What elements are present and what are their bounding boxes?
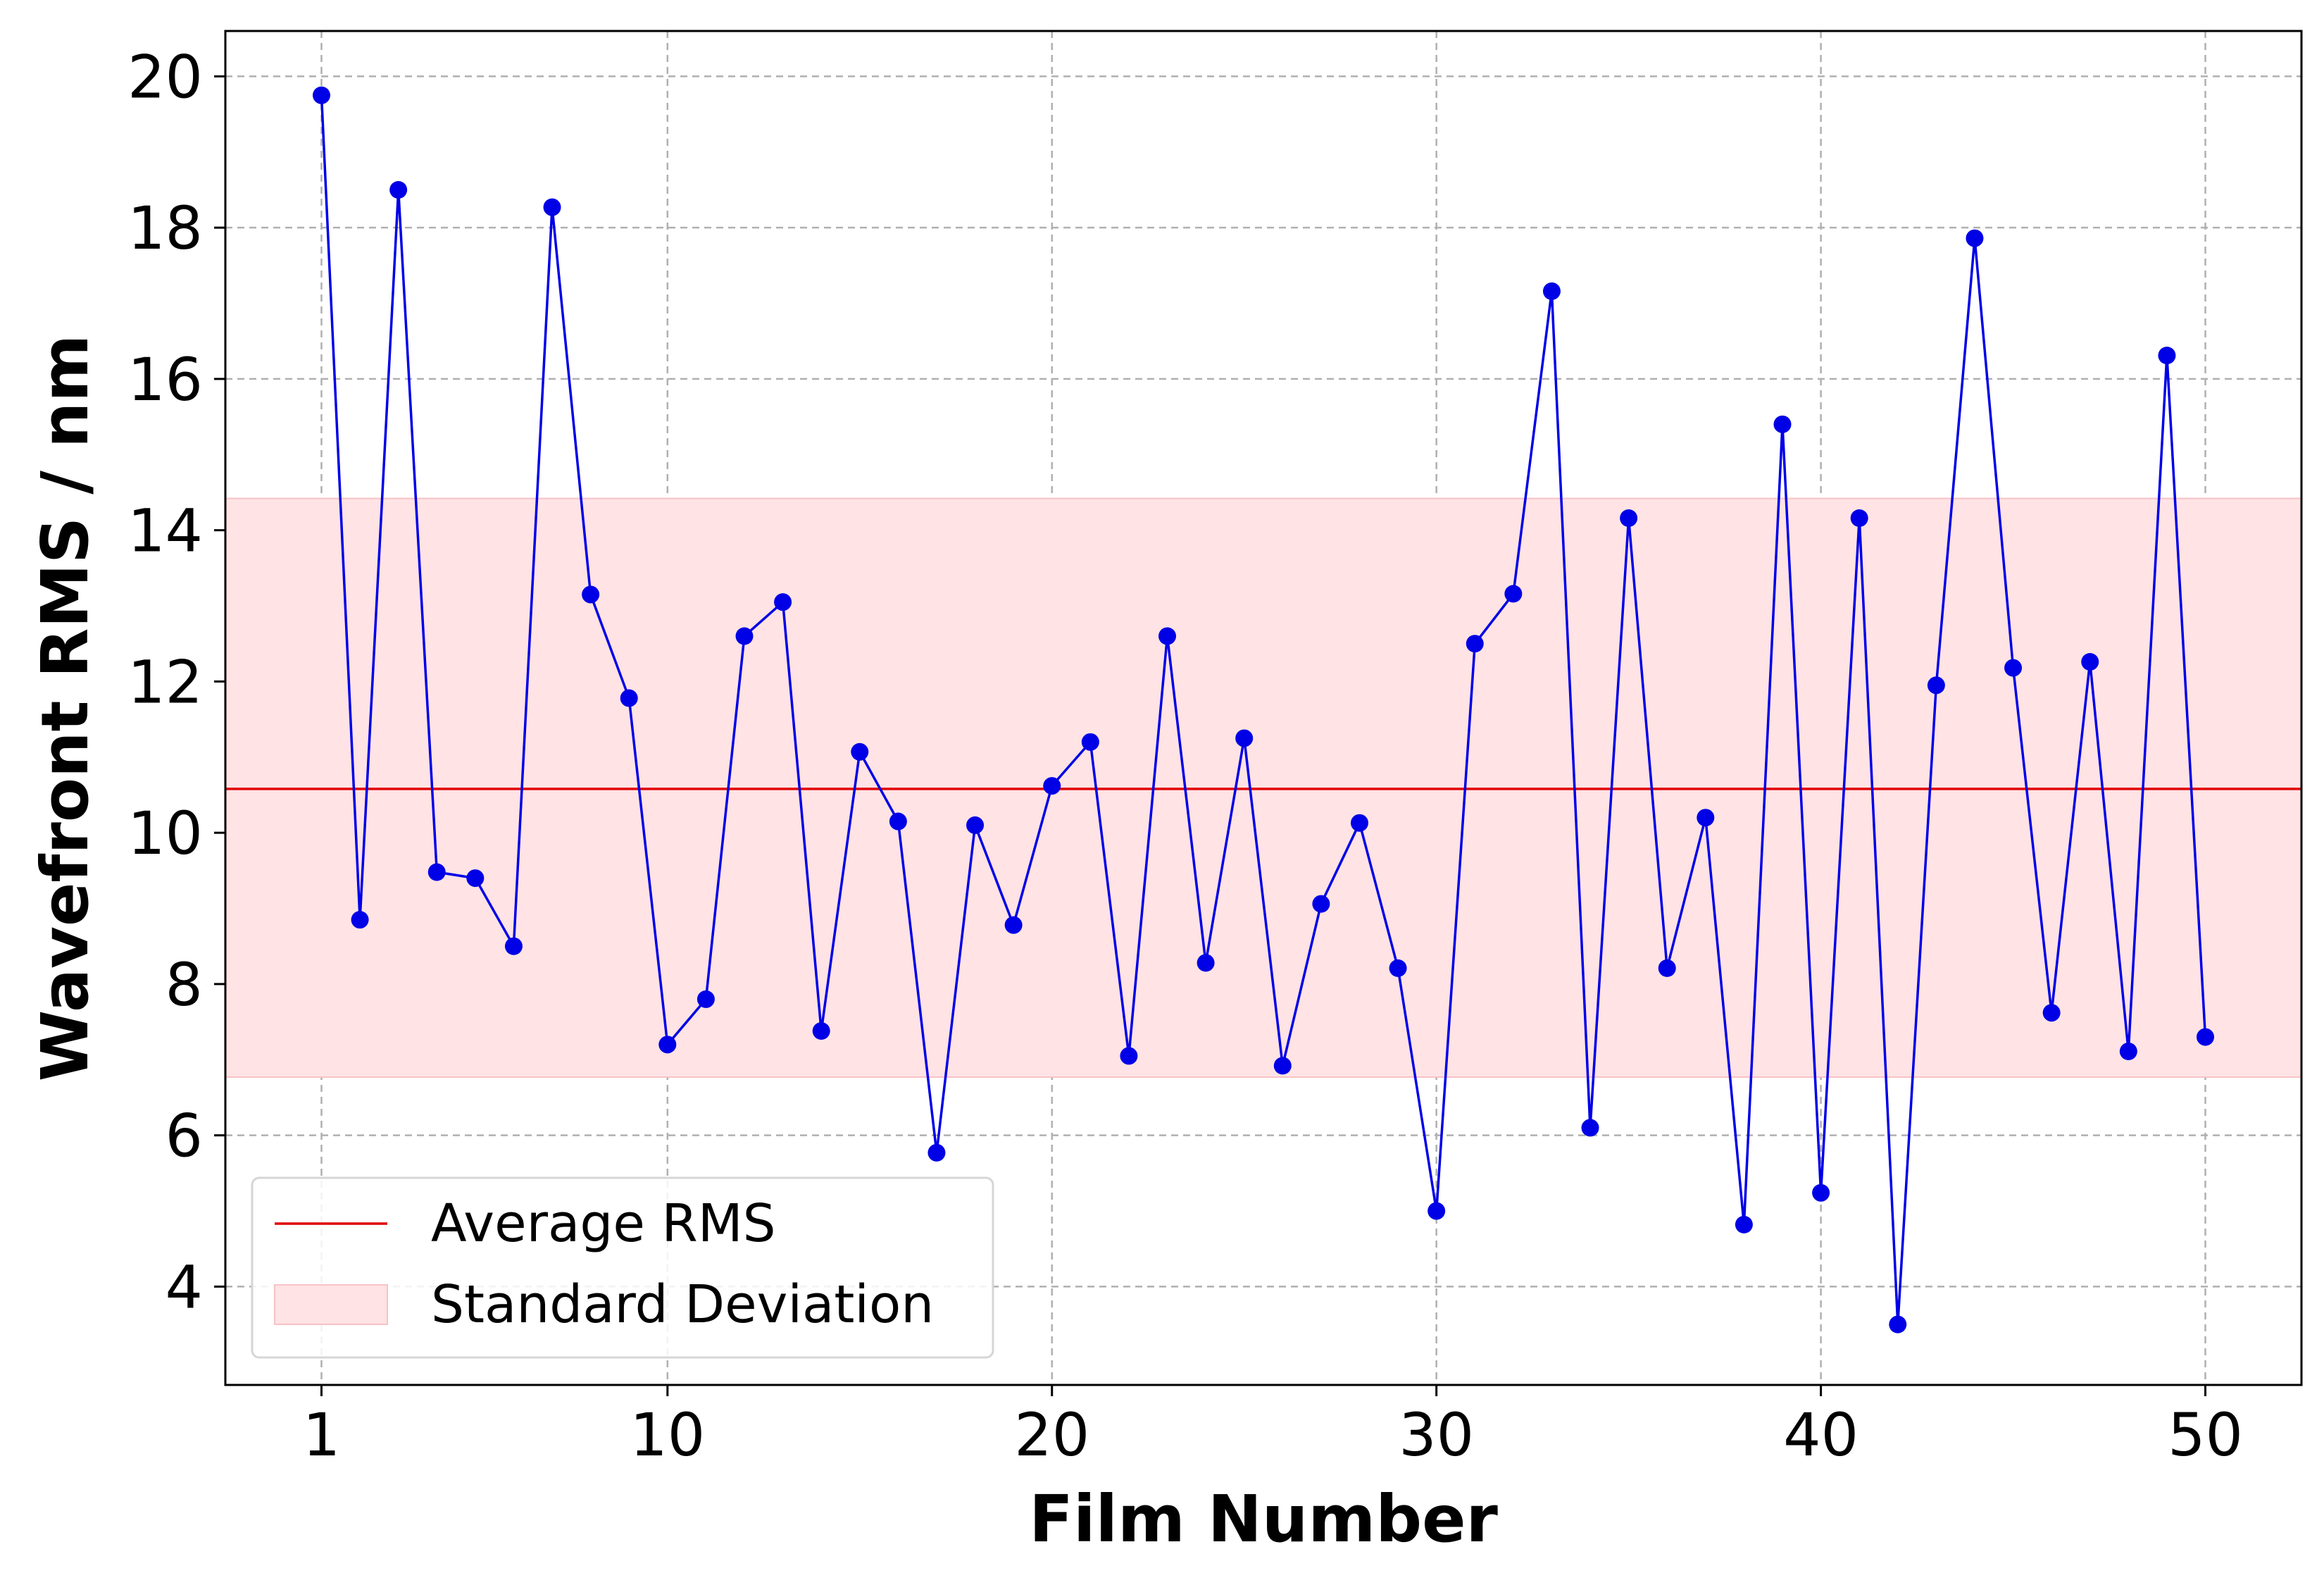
data-point <box>1966 229 1984 247</box>
data-point <box>1735 1215 1753 1233</box>
y-tick-label: 16 <box>127 345 203 414</box>
x-tick-label: 20 <box>1014 1400 1089 1469</box>
y-tick-label: 14 <box>127 497 203 566</box>
data-point <box>1120 1047 1138 1065</box>
y-tick-label: 4 <box>165 1253 203 1322</box>
data-point <box>812 1021 830 1040</box>
data-point <box>427 863 446 881</box>
x-tick-label: 1 <box>303 1400 340 1469</box>
x-tick-label: 10 <box>630 1400 705 1469</box>
data-point <box>2081 653 2099 671</box>
data-point <box>2004 659 2023 677</box>
data-point <box>466 869 485 888</box>
legend-average-label: Average RMS <box>431 1193 776 1254</box>
y-axis-title: Wavefront RMS / nm <box>27 335 103 1081</box>
data-point <box>1927 676 1945 695</box>
data-point <box>1350 814 1368 832</box>
data-point <box>1697 809 1715 827</box>
data-point <box>1850 509 1868 527</box>
data-point <box>1004 916 1023 934</box>
data-point <box>504 937 523 955</box>
y-tick-label: 20 <box>127 42 203 111</box>
data-point <box>1658 959 1676 977</box>
legend: Average RMS Standard Deviation <box>251 1176 994 1359</box>
y-tick-label: 6 <box>165 1102 203 1171</box>
data-point <box>582 585 600 604</box>
data-point <box>1043 777 1061 795</box>
x-axis-title: Film Number <box>1029 1481 1498 1557</box>
x-tick-label: 50 <box>2168 1400 2243 1469</box>
data-points <box>312 86 2215 1334</box>
data-point <box>1427 1202 1446 1220</box>
data-point <box>1158 627 1177 645</box>
data-point <box>1620 509 1638 527</box>
series-line <box>320 95 2207 1325</box>
legend-box <box>251 1176 994 1359</box>
legend-std-label: Standard Deviation <box>431 1274 934 1335</box>
data-point <box>1581 1119 1599 1137</box>
data-point <box>1889 1315 1907 1334</box>
data-point <box>1504 585 1523 603</box>
data-point <box>658 1036 677 1054</box>
data-point <box>312 86 330 104</box>
data-point <box>966 816 985 834</box>
data-point <box>1312 895 1330 913</box>
y-tick-label: 12 <box>127 647 203 716</box>
data-point <box>851 742 869 761</box>
data-point <box>2119 1042 2137 1060</box>
data-point <box>1466 635 1484 653</box>
x-tick-label: 30 <box>1399 1400 1474 1469</box>
data-point <box>735 627 754 645</box>
data-point <box>351 911 369 929</box>
data-point <box>1081 733 1099 751</box>
data-point <box>696 990 715 1008</box>
y-tick-label: 18 <box>127 194 203 263</box>
data-point <box>543 198 561 216</box>
data-point <box>889 812 907 831</box>
y-tick-label: 8 <box>165 950 203 1019</box>
data-point <box>927 1143 946 1162</box>
plot-frame <box>224 30 2303 1386</box>
x-tick-label: 40 <box>1783 1400 1858 1469</box>
data-point <box>1197 954 1215 972</box>
x-axis: 1 10 20 30 40 50 <box>303 1385 2243 1469</box>
data-point <box>1773 415 1792 433</box>
data-point <box>2197 1028 2215 1046</box>
data-point <box>1542 282 1561 300</box>
data-point <box>2158 347 2176 365</box>
y-axis: 4 6 8 10 12 14 16 18 20 <box>127 42 225 1322</box>
data-point <box>1812 1183 1830 1202</box>
legend-std-swatch <box>274 1284 388 1325</box>
data-point <box>389 180 408 199</box>
data-point <box>620 689 638 707</box>
data-point <box>1273 1057 1292 1075</box>
data-point <box>774 593 792 611</box>
y-tick-label: 10 <box>127 799 203 868</box>
data-point <box>2042 1004 2061 1022</box>
data-point <box>1389 959 1407 977</box>
data-point <box>1235 729 1254 747</box>
